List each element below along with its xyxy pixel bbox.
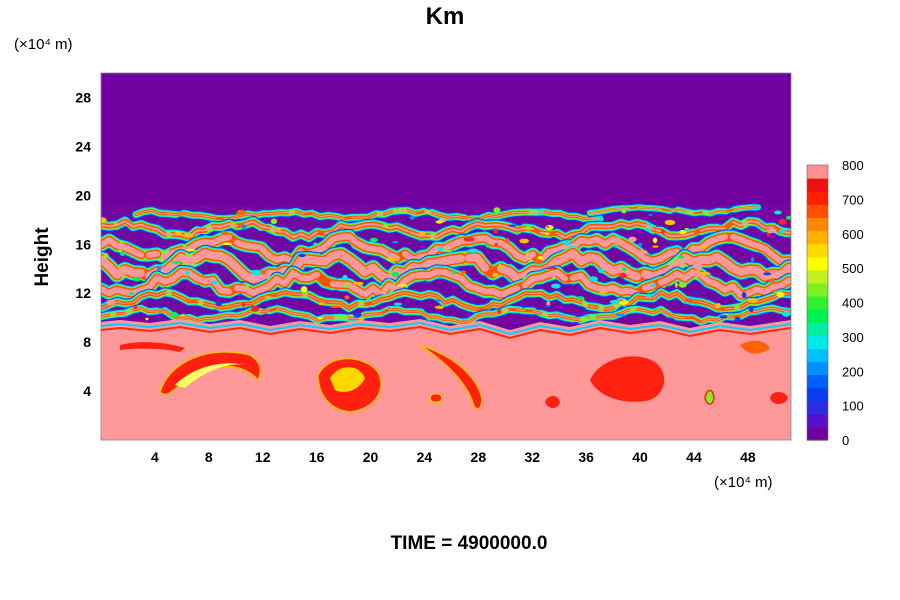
y-unit-label: (×10⁴ m) [14, 36, 73, 53]
colorbar-swatch [807, 400, 828, 415]
colorbar-swatch [807, 295, 828, 310]
colorbar-swatch [807, 165, 828, 179]
colorbar-tick-label: 100 [842, 399, 864, 414]
eddy [120, 342, 185, 352]
time-label: TIME = 4900000.0 [391, 533, 548, 554]
eddy [545, 396, 560, 408]
colorbar-frame [806, 164, 829, 441]
x-tick-label: 20 [363, 449, 379, 465]
eddy [740, 340, 770, 354]
colorbar-swatch [807, 256, 828, 271]
lower-boundary-fringe [101, 321, 791, 336]
y-tick-label: 8 [83, 334, 91, 350]
x-tick-label: 32 [524, 449, 540, 465]
y-axis-label: Height [32, 227, 53, 287]
colorbar-tick-label: 800 [842, 158, 864, 173]
colorbar-swatch [807, 413, 828, 428]
x-tick-label: 28 [471, 449, 487, 465]
colorbar: 0 100 200 300 400 500 600 700 800 [806, 158, 864, 448]
y-axis-ticks: 4 8 12 16 20 24 28 [75, 89, 91, 399]
colorbar-swatch [807, 191, 828, 205]
eddy [419, 344, 483, 410]
eddy [770, 392, 788, 404]
colorbar-swatch [807, 387, 828, 402]
y-tick-label: 12 [75, 285, 91, 301]
x-unit-label: (×10⁴ m) [714, 474, 773, 491]
x-tick-label: 16 [309, 449, 325, 465]
x-tick-label: 4 [151, 449, 159, 465]
colorbar-tick-label: 300 [842, 330, 864, 345]
colorbar-tick-label: 200 [842, 364, 864, 379]
colorbar-swatch [807, 178, 828, 192]
y-tick-label: 28 [75, 89, 91, 105]
x-tick-label: 44 [686, 449, 702, 465]
colorbar-swatch [807, 269, 828, 284]
colorbar-tick-label: 600 [842, 227, 864, 242]
colorbar-swatch [807, 361, 828, 376]
colorbar-swatch [807, 230, 828, 245]
colorbar-swatch [807, 322, 828, 336]
colorbar-swatch [807, 282, 828, 297]
x-axis-ticks: 4 8 12 16 20 24 28 32 36 40 44 48 [151, 449, 756, 465]
x-tick-label: 48 [740, 449, 756, 465]
colorbar-tick-label: 0 [842, 433, 849, 448]
y-tick-label: 20 [75, 187, 91, 203]
y-tick-label: 16 [75, 236, 91, 252]
plot-area [101, 73, 791, 440]
x-tick-label: 12 [255, 449, 271, 465]
colorbar-swatch [807, 426, 828, 441]
eddy [159, 351, 262, 396]
colorbar-swatch [807, 374, 828, 389]
band-texture [101, 205, 791, 324]
plot-frame [100, 72, 792, 441]
eddies [120, 340, 788, 413]
colorbar-swatch [807, 348, 828, 363]
eddy [330, 367, 365, 392]
colorbar-swatch [807, 243, 828, 258]
eddy [175, 363, 245, 388]
colorbar-tick-label: 500 [842, 261, 864, 276]
eddy [704, 389, 715, 405]
chart-title: Km [426, 3, 465, 30]
eddy [429, 392, 443, 404]
colorbar-swatch [807, 335, 828, 349]
y-tick-label: 24 [75, 138, 91, 154]
eddy [590, 356, 665, 402]
x-tick-label: 40 [632, 449, 648, 465]
x-tick-label: 24 [417, 449, 433, 465]
x-tick-label: 36 [578, 449, 594, 465]
y-tick-label: 4 [83, 383, 91, 399]
x-tick-label: 8 [205, 449, 213, 465]
lower-boundary-red [101, 325, 791, 340]
colorbar-swatch [807, 217, 828, 232]
colorbar-swatch [807, 309, 828, 323]
lower-layer [101, 319, 791, 440]
colorbar-tick-label: 400 [842, 296, 864, 311]
colorbar-tick-label: 700 [842, 192, 864, 207]
colorbar-swatch [807, 204, 828, 218]
turbulent-bands [101, 203, 791, 327]
upper-layer [101, 73, 791, 208]
